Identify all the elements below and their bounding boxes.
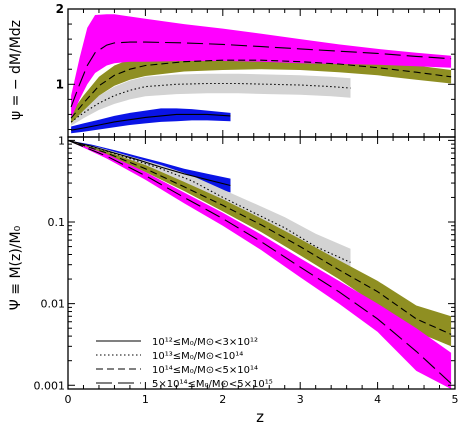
band-0-3 — [71, 14, 452, 119]
x-axis-label: z — [256, 408, 264, 426]
band-0-2 — [71, 51, 452, 124]
median-line-0-3 — [70, 41, 452, 108]
plot-area — [70, 14, 452, 134]
median-line-1-0 — [68, 139, 231, 187]
y-tick-label: 1 — [56, 77, 64, 91]
y-tick-label: 1 — [58, 134, 65, 147]
band-0-1 — [71, 73, 351, 126]
median-line-0-2 — [70, 59, 452, 119]
top-y-axis-label: ψ = − dM/Mdz — [8, 20, 24, 120]
y-tick-label: 0.01 — [41, 298, 66, 311]
axes-frame — [67, 136, 456, 390]
legend: 10¹²≤M₀/M⊙<3×10¹² 10¹³≤M₀/M⊙<10¹⁴ 10¹⁴≤M₀/… — [96, 337, 273, 390]
median-line-1-1 — [68, 139, 351, 263]
bottom-y-axis-label: Ψ ≡ M(z)/M₀ — [8, 225, 24, 310]
plot-area — [68, 139, 452, 389]
x-tick-label: 3 — [297, 393, 304, 406]
band-1-2 — [68, 140, 452, 347]
median-line-1-3 — [68, 139, 452, 384]
y-tick-label: 0.001 — [34, 379, 66, 392]
legend-label-0: 10¹²≤M₀/M⊙<3×10¹² — [152, 337, 258, 348]
x-tick-label: 5 — [452, 393, 459, 406]
y-tick-label: 0.1 — [48, 216, 66, 229]
legend-label-1: 10¹³≤M₀/M⊙<10¹⁴ — [152, 351, 243, 362]
top-panel: 12 — [56, 2, 456, 138]
x-tick-label: 4 — [374, 393, 381, 406]
band-1-3 — [68, 140, 452, 389]
median-line-1-2 — [68, 139, 452, 335]
x-tick-label: 1 — [142, 393, 149, 406]
x-tick-label: 0 — [65, 393, 72, 406]
legend-label-2: 10¹⁴≤M₀/M⊙<5×10¹⁴ — [152, 365, 258, 376]
y-tick-label: 2 — [56, 2, 64, 16]
legend-label-3: 5×10¹⁴≤M₀/M⊙<5×10¹⁵ — [152, 379, 273, 390]
bottom-panel: 0 1 2 3 4 5 1 0.1 0.01 0.001 10¹²≤M₀/M⊙<3×10¹² 10¹³… — [34, 134, 459, 406]
band-0-0 — [71, 108, 231, 134]
x-tick-label: 2 — [219, 393, 226, 406]
median-line-0-0 — [71, 113, 231, 131]
